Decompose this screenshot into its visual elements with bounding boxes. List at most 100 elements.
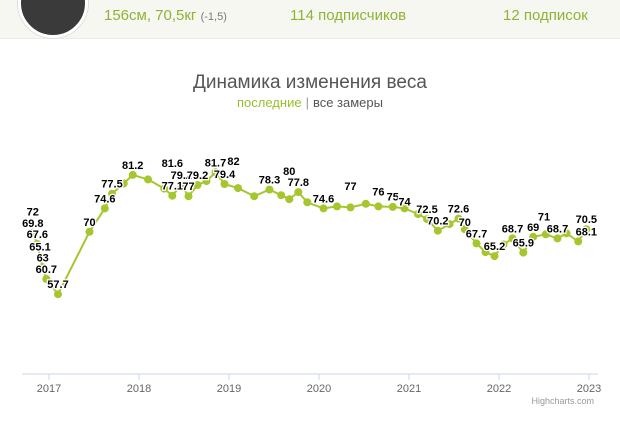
- data-point[interactable]: [108, 189, 116, 198]
- data-point[interactable]: [250, 192, 259, 201]
- data-point[interactable]: [220, 180, 229, 188]
- data-label: 70: [459, 217, 471, 229]
- data-label: 81.7: [205, 157, 226, 169]
- data-point[interactable]: [508, 234, 517, 243]
- data-label: 79.4: [214, 169, 236, 181]
- data-label: 70.5: [576, 214, 597, 226]
- data-point[interactable]: [294, 188, 303, 197]
- data-label: 77.1: [162, 181, 183, 193]
- data-point[interactable]: [582, 225, 591, 234]
- data-point[interactable]: [333, 202, 341, 211]
- data-label: 71: [538, 212, 550, 224]
- data-label: 76: [372, 186, 384, 198]
- x-tick-label: 2019: [217, 383, 241, 395]
- data-point[interactable]: [499, 240, 508, 249]
- data-label: 74.6: [94, 193, 115, 205]
- data-label: 77: [344, 181, 356, 193]
- data-point[interactable]: [277, 191, 286, 200]
- chart-title: Динамика изменения веса: [193, 72, 427, 93]
- data-label: 65.9: [513, 238, 534, 250]
- data-point[interactable]: [36, 252, 44, 261]
- data-point[interactable]: [400, 204, 409, 213]
- profile-bar: 156см, 70,5кг (-1,5) 114 подписчиков 12 …: [0, 0, 620, 39]
- data-point[interactable]: [454, 214, 463, 223]
- data-point[interactable]: [85, 227, 94, 236]
- data-point[interactable]: [33, 240, 42, 248]
- data-point[interactable]: [433, 226, 442, 235]
- data-point[interactable]: [388, 202, 397, 211]
- data-point[interactable]: [54, 290, 62, 299]
- data-label: 74.6: [313, 193, 334, 205]
- data-point[interactable]: [414, 210, 422, 218]
- data-point[interactable]: [38, 263, 47, 272]
- data-point[interactable]: [160, 184, 169, 193]
- data-label: 70.2: [427, 216, 448, 228]
- data-point[interactable]: [553, 234, 562, 243]
- data-label: 81.2: [122, 160, 143, 172]
- data-label: 79.2: [171, 170, 192, 182]
- tab-separator: |: [305, 95, 309, 110]
- data-label: 81.6: [162, 158, 183, 170]
- data-point[interactable]: [374, 202, 383, 211]
- data-point[interactable]: [42, 275, 51, 283]
- weight-series: [28, 168, 591, 299]
- highcharts-credits[interactable]: Highcharts.com: [531, 396, 594, 406]
- data-point[interactable]: [285, 195, 294, 204]
- tab-recent[interactable]: последние: [237, 95, 302, 110]
- weight-delta: (-1,5): [200, 11, 227, 23]
- data-label: 63: [37, 252, 49, 264]
- data-point[interactable]: [472, 239, 481, 248]
- data-label: 68.1: [576, 226, 597, 238]
- height-weight-value: 156см, 70,5кг: [104, 7, 197, 24]
- data-label: 77: [182, 181, 194, 193]
- data-label: 70: [83, 217, 95, 229]
- range-switch: последние | все замеры: [0, 95, 620, 110]
- data-point[interactable]: [193, 181, 202, 189]
- x-tick-label: 2020: [307, 383, 331, 395]
- x-tick-label: 2017: [37, 383, 61, 395]
- data-point[interactable]: [346, 203, 355, 212]
- data-point[interactable]: [529, 232, 538, 241]
- data-label: 67.7: [466, 228, 487, 240]
- data-point[interactable]: [445, 220, 454, 229]
- data-point[interactable]: [423, 215, 431, 224]
- data-point[interactable]: [319, 204, 328, 213]
- x-tick-label: 2022: [487, 383, 511, 395]
- data-label: 82: [227, 156, 239, 168]
- data-label: 77.5: [101, 179, 122, 191]
- data-point[interactable]: [202, 177, 211, 185]
- tab-all-measurements[interactable]: все замеры: [312, 95, 383, 110]
- data-point[interactable]: [119, 179, 128, 188]
- data-label: 57.7: [47, 279, 68, 291]
- height-weight-stat: 156см, 70,5кг (-1,5): [104, 7, 227, 24]
- data-point[interactable]: [481, 248, 490, 257]
- data-point[interactable]: [177, 181, 186, 189]
- data-label: 68.7: [502, 223, 523, 235]
- data-point[interactable]: [211, 168, 220, 177]
- data-point[interactable]: [265, 185, 274, 194]
- subscriptions-link[interactable]: 12 подписок: [503, 7, 588, 24]
- data-point[interactable]: [28, 228, 37, 237]
- data-point[interactable]: [234, 184, 242, 193]
- data-point[interactable]: [519, 248, 528, 257]
- series-line: [31, 171, 588, 296]
- data-point[interactable]: [361, 199, 370, 208]
- data-point[interactable]: [460, 225, 469, 234]
- subscribers-link[interactable]: 114 подписчиков: [290, 7, 407, 24]
- data-label: 65.2: [484, 241, 505, 253]
- data-label: 74: [398, 196, 411, 208]
- data-point[interactable]: [100, 204, 109, 213]
- data-point[interactable]: [303, 198, 312, 207]
- data-point[interactable]: [144, 175, 152, 184]
- data-label: 78.3: [259, 175, 280, 187]
- data-point[interactable]: [541, 230, 550, 239]
- data-point[interactable]: [562, 229, 571, 238]
- data-point[interactable]: [574, 237, 583, 246]
- data-label: 72.5: [416, 204, 437, 216]
- data-label: 65.1: [29, 242, 50, 254]
- data-point[interactable]: [168, 191, 177, 200]
- data-point[interactable]: [490, 252, 499, 261]
- data-point[interactable]: [184, 192, 193, 201]
- data-point[interactable]: [128, 170, 137, 179]
